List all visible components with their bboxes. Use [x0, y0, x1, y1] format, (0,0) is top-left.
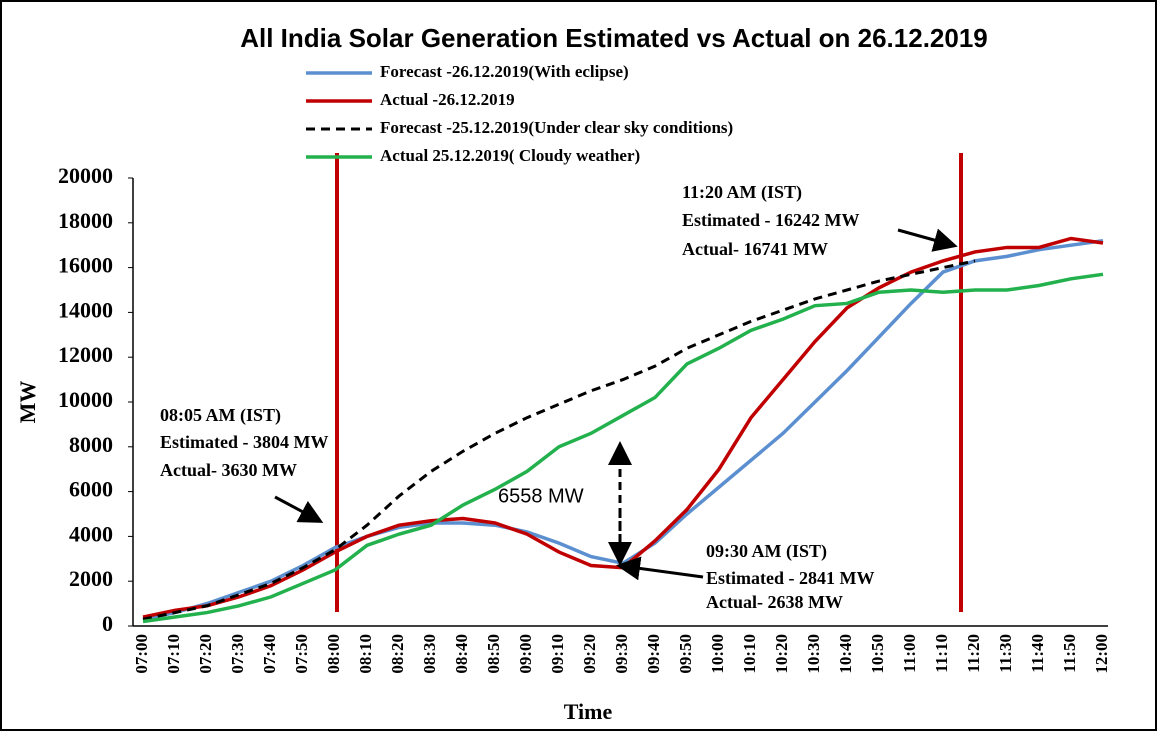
series-line	[142, 259, 976, 621]
x-tick-label: 09:50	[676, 634, 695, 674]
annotation: Estimated - 2841 MW	[706, 568, 874, 588]
x-tick-label: 09:40	[644, 634, 663, 674]
y-tick-label: 2000	[69, 566, 113, 591]
x-tick-label: 07:40	[260, 634, 279, 674]
x-tick-label: 09:10	[548, 634, 567, 674]
x-tick-label: 08:00	[324, 634, 343, 674]
x-tick-label: 11:40	[1028, 634, 1047, 673]
legend-label: Actual -26.12.2019	[380, 90, 515, 109]
x-tick-label: 10:40	[836, 634, 855, 674]
x-axis-label: Time	[564, 699, 613, 724]
x-tick-label: 07:30	[228, 634, 247, 674]
x-tick-label: 09:30	[612, 634, 631, 674]
annotation: Actual- 3630 MW	[160, 460, 297, 480]
annotation: 09:30 AM (IST)	[706, 541, 827, 562]
x-tick-label: 10:20	[772, 634, 791, 674]
x-tick-label: 07:20	[196, 634, 215, 674]
y-tick-label: 4000	[69, 521, 113, 546]
annotation: Estimated - 3804 MW	[160, 432, 328, 452]
x-tick-label: 12:00	[1092, 634, 1111, 674]
x-tick-label: 11:20	[964, 634, 983, 673]
chart-title: All India Solar Generation Estimated vs …	[240, 23, 988, 53]
y-tick-label: 16000	[58, 253, 113, 278]
x-tick-label: 08:10	[356, 634, 375, 674]
x-tick-label: 09:00	[516, 634, 535, 674]
annotation: Actual- 16741 MW	[682, 239, 828, 259]
y-tick-label: 6000	[69, 477, 113, 502]
y-tick-label: 14000	[58, 297, 113, 322]
y-tick-label: 10000	[58, 387, 113, 412]
annotation: 08:05 AM (IST)	[160, 405, 281, 426]
x-tick-label: 07:10	[164, 634, 183, 674]
y-tick-label: 18000	[58, 208, 113, 233]
y-axis-label: MW	[15, 381, 40, 424]
annotation: Actual- 2638 MW	[706, 592, 843, 612]
x-tick-label: 07:00	[132, 634, 151, 674]
x-tick-label: 10:30	[804, 634, 823, 674]
x-tick-label: 10:50	[868, 634, 887, 674]
legend-label: Forecast -25.12.2019(Under clear sky con…	[380, 118, 733, 137]
x-tick-label: 08:40	[452, 634, 471, 674]
arrow	[616, 556, 704, 581]
x-tick-label: 10:10	[740, 634, 759, 674]
legend-label: Forecast -26.12.2019(With eclipse)	[380, 62, 629, 81]
legend-label: Actual 25.12.2019( Cloudy weather)	[380, 146, 640, 165]
x-tick-label: 11:10	[932, 634, 951, 673]
y-tick-label: 0	[102, 611, 113, 636]
x-tick-label: 07:50	[292, 634, 311, 674]
annotations: 08:05 AM (IST) Estimated - 3804 MW Actua…	[160, 182, 874, 612]
y-tick-label: 20000	[58, 163, 113, 188]
y-tick-label: 8000	[69, 432, 113, 457]
x-tick-label: 09:20	[580, 634, 599, 674]
annotation: 6558 MW	[498, 485, 584, 507]
annotation: 11:20 AM (IST)	[682, 182, 802, 203]
series-line	[142, 272, 1104, 624]
x-tick-label: 08:20	[388, 634, 407, 674]
x-tick-label: 08:30	[420, 634, 439, 674]
x-tick-label: 11:00	[900, 634, 919, 673]
x-tick-label: 11:50	[1060, 634, 1079, 673]
x-tick-label: 10:00	[708, 634, 727, 674]
y-tick-label: 12000	[58, 342, 113, 367]
x-tick-label: 08:50	[484, 634, 503, 674]
x-tick-label: 11:30	[996, 634, 1015, 673]
arrow	[897, 228, 958, 252]
annotation: Estimated - 16242 MW	[682, 210, 859, 230]
arrow	[274, 495, 324, 523]
